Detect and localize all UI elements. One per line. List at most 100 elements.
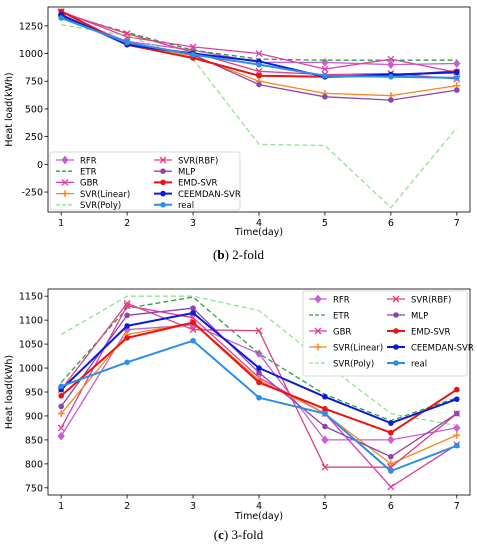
legend-label-real: real [178,201,194,211]
data-point-rfr [387,60,395,70]
series-real [58,15,460,81]
data-point-mlp [454,87,460,93]
data-point-rfr [453,59,461,68]
caption-letter: b [217,247,225,262]
data-point-emd-svr [256,379,262,386]
x-tick-label: 1 [58,501,64,512]
x-tick-label: 2 [124,501,130,512]
x-tick-label: 4 [256,501,262,512]
series-mlp [58,305,460,460]
data-point-emd-svr [124,335,130,341]
y-tick-label: 1000 [19,364,43,375]
data-point-svr-rbf [123,299,131,307]
data-point-svr-rbf [123,30,131,38]
data-point-real [256,61,262,68]
legend-marker-real [160,202,166,208]
data-point-emd-svr [58,393,64,399]
series-line-ceemdan-svr [60,13,457,78]
x-tick-label: 5 [322,218,328,229]
data-point-real [58,383,64,390]
data-point-emd-svr [190,319,196,326]
x-tick-label: 3 [190,218,196,229]
data-point-svr-rbf [189,326,197,334]
data-point-gbr [321,65,329,73]
data-point-real [454,75,460,81]
data-point-gbr [189,43,197,51]
series-line-real [60,17,457,79]
legend-marker-emd-svr [393,328,399,334]
legend-marker-svr-rbf [159,156,167,164]
legend-marker-svr-linear [61,190,69,198]
legend-marker-emd-svr [160,179,166,186]
x-tick-label: 6 [388,501,394,512]
legend-label-gbr: GBR [333,327,351,337]
data-point-svr-linear [387,460,395,468]
data-point-ceemdan-svr [454,69,460,76]
y-tick-label: 1050 [19,340,43,351]
chart-3-fold: 750 800 850 900 950 1000 1050 1100 1150 1 2 3 4 5 6 7 Ti… [4,288,474,522]
data-point-rfr [387,435,395,445]
data-point-emd-svr [256,72,262,79]
data-point-real [58,15,64,21]
legend-label-svr-rbf: SVR(RBF) [178,156,218,166]
series-emd-svr [58,319,460,436]
legend-label-svr-linear: SVR(Linear) [333,343,383,353]
y-tick-label: 1100 [19,316,43,327]
legend-marker-real [393,360,399,366]
data-point-real [388,74,394,80]
data-point-rfr [321,435,329,445]
legend-label-etr: ETR [80,168,97,178]
x-tick-label: 1 [58,218,64,229]
data-point-emd-svr [454,386,460,393]
legend-marker-ceemdan-svr [393,344,399,350]
data-point-mlp [322,93,328,100]
series-svr-rbf [57,9,461,83]
series-svr-poly [61,24,458,209]
data-point-real [322,410,328,417]
legend-label-ceemdan-svr: CEEMDAN-SVR [178,190,241,200]
legend-marker-gbr [61,178,69,186]
y-tick-label: 250 [25,132,43,143]
series-svr-poly [60,295,457,427]
data-point-real [256,394,262,401]
data-point-mlp [256,370,262,376]
data-point-real [190,51,196,58]
data-point-mlp [58,403,64,410]
legend-label-svr-rbf: SVR(RBF) [411,295,451,305]
data-point-real [454,442,460,449]
y-tick-label: 500 [25,104,43,115]
data-point-real [388,468,394,474]
caption-letter: c [218,527,224,542]
data-point-mlp [190,305,196,311]
series-emd-svr [58,8,460,80]
data-point-real [124,359,130,366]
data-point-mlp [322,423,328,430]
data-point-mlp [388,453,394,460]
data-point-gbr [57,424,65,432]
data-point-ceemdan-svr [190,310,196,316]
y-tick-label: 1150 [19,292,43,303]
legend-marker-ceemdan-svr [160,190,166,197]
data-point-ceemdan-svr [256,365,262,371]
x-tick-label: 7 [454,501,460,512]
y-tick-label: 750 [25,77,43,88]
legend-box [302,290,468,377]
y-tick-label: 850 [25,435,43,446]
data-point-mlp [256,81,262,88]
y-tick-label: 1000 [19,49,43,60]
series-real [58,337,460,474]
data-point-ceemdan-svr [124,323,130,329]
x-tick-label: 2 [124,218,130,229]
y-tick-label: 750 [25,483,43,494]
data-point-rfr [57,431,65,441]
legend-box [49,151,241,211]
legend-marker-rfr [61,155,69,165]
data-point-gbr [387,483,395,491]
y-axis-label: Heat load(kWh) [4,355,15,429]
x-tick-label: 5 [322,501,328,512]
series-ceemdan-svr [58,310,460,426]
data-point-svr-rbf [255,327,263,335]
caption-text: 3-fold [228,527,264,542]
